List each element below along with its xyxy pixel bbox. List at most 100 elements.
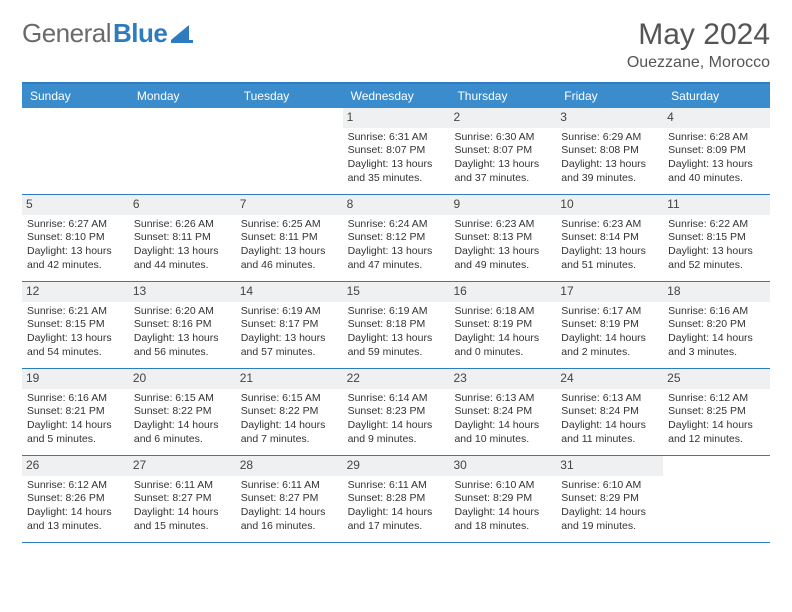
daylight-text: Daylight: 14 hours and 12 minutes. bbox=[668, 419, 765, 446]
sunset-text: Sunset: 8:22 PM bbox=[241, 405, 338, 419]
sunrise-text: Sunrise: 6:10 AM bbox=[454, 479, 551, 493]
day-number: 17 bbox=[556, 282, 663, 302]
daylight-text: Daylight: 14 hours and 18 minutes. bbox=[454, 506, 551, 533]
day-number: 31 bbox=[556, 456, 663, 476]
day-number: 2 bbox=[449, 108, 556, 128]
daylight-text: Daylight: 13 hours and 57 minutes. bbox=[241, 332, 338, 359]
daylight-text: Daylight: 13 hours and 54 minutes. bbox=[27, 332, 124, 359]
sunset-text: Sunset: 8:11 PM bbox=[241, 231, 338, 245]
weekday-header: Monday bbox=[129, 84, 236, 108]
daylight-text: Daylight: 14 hours and 3 minutes. bbox=[668, 332, 765, 359]
calendar-cell: 4Sunrise: 6:28 AMSunset: 8:09 PMDaylight… bbox=[663, 108, 770, 194]
logo-sail-icon bbox=[171, 25, 193, 43]
calendar-cell: 29Sunrise: 6:11 AMSunset: 8:28 PMDayligh… bbox=[343, 456, 450, 542]
calendar-grid: Sunday Monday Tuesday Wednesday Thursday… bbox=[22, 82, 770, 543]
calendar-page: GeneralBlue May 2024 Ouezzane, Morocco S… bbox=[0, 0, 792, 612]
logo-text-general: General bbox=[22, 18, 111, 49]
sunset-text: Sunset: 8:12 PM bbox=[348, 231, 445, 245]
sunset-text: Sunset: 8:09 PM bbox=[668, 144, 765, 158]
sunset-text: Sunset: 8:16 PM bbox=[134, 318, 231, 332]
calendar-cell: 6Sunrise: 6:26 AMSunset: 8:11 PMDaylight… bbox=[129, 195, 236, 281]
sunrise-text: Sunrise: 6:13 AM bbox=[454, 392, 551, 406]
sunrise-text: Sunrise: 6:12 AM bbox=[27, 479, 124, 493]
day-number: 25 bbox=[663, 369, 770, 389]
sunrise-text: Sunrise: 6:23 AM bbox=[561, 218, 658, 232]
sunset-text: Sunset: 8:07 PM bbox=[454, 144, 551, 158]
daylight-text: Daylight: 14 hours and 6 minutes. bbox=[134, 419, 231, 446]
day-number: 3 bbox=[556, 108, 663, 128]
calendar-cell: 25Sunrise: 6:12 AMSunset: 8:25 PMDayligh… bbox=[663, 369, 770, 455]
title-block: May 2024 Ouezzane, Morocco bbox=[627, 18, 770, 72]
day-number: 6 bbox=[129, 195, 236, 215]
calendar-cell: 2 Sunrise: 6:30 AMSunset: 8:07 PMDaylight… bbox=[449, 108, 556, 194]
sunrise-text: Sunrise: 6:17 AM bbox=[561, 305, 658, 319]
day-number: 21 bbox=[236, 369, 343, 389]
day-number: 13 bbox=[129, 282, 236, 302]
day-number: 19 bbox=[22, 369, 129, 389]
calendar-cell: 13 Sunrise: 6:20 AMSunset: 8:16 PMDayligh… bbox=[129, 282, 236, 368]
day-number: 30 bbox=[449, 456, 556, 476]
sunset-text: Sunset: 8:15 PM bbox=[27, 318, 124, 332]
sunrise-text: Sunrise: 6:16 AM bbox=[27, 392, 124, 406]
location-subtitle: Ouezzane, Morocco bbox=[627, 54, 770, 72]
daylight-text: Daylight: 13 hours and 42 minutes. bbox=[27, 245, 124, 272]
daylight-text: Daylight: 13 hours and 47 minutes. bbox=[348, 245, 445, 272]
weekday-header: Sunday bbox=[22, 84, 129, 108]
sunrise-text: Sunrise: 6:16 AM bbox=[668, 305, 765, 319]
daylight-text: Daylight: 13 hours and 37 minutes. bbox=[454, 158, 551, 185]
sunset-text: Sunset: 8:22 PM bbox=[134, 405, 231, 419]
sunrise-text: Sunrise: 6:11 AM bbox=[348, 479, 445, 493]
weekday-header: Thursday bbox=[449, 84, 556, 108]
sunrise-text: Sunrise: 6:23 AM bbox=[454, 218, 551, 232]
calendar-week-row: 5Sunrise: 6:27 AMSunset: 8:10 PMDaylight… bbox=[22, 195, 770, 282]
calendar-cell bbox=[22, 108, 129, 194]
daylight-text: Daylight: 13 hours and 49 minutes. bbox=[454, 245, 551, 272]
sunset-text: Sunset: 8:28 PM bbox=[348, 492, 445, 506]
calendar-cell: 17Sunrise: 6:17 AMSunset: 8:19 PMDayligh… bbox=[556, 282, 663, 368]
day-number: 24 bbox=[556, 369, 663, 389]
sunset-text: Sunset: 8:29 PM bbox=[561, 492, 658, 506]
calendar-cell: 23Sunrise: 6:13 AMSunset: 8:24 PMDayligh… bbox=[449, 369, 556, 455]
day-number: 7 bbox=[236, 195, 343, 215]
sunrise-text: Sunrise: 6:13 AM bbox=[561, 392, 658, 406]
sunset-text: Sunset: 8:13 PM bbox=[454, 231, 551, 245]
day-number: 20 bbox=[129, 369, 236, 389]
sunset-text: Sunset: 8:10 PM bbox=[27, 231, 124, 245]
day-number: 28 bbox=[236, 456, 343, 476]
sunrise-text: Sunrise: 6:29 AM bbox=[561, 131, 658, 145]
sunset-text: Sunset: 8:20 PM bbox=[668, 318, 765, 332]
daylight-text: Daylight: 14 hours and 17 minutes. bbox=[348, 506, 445, 533]
sunrise-text: Sunrise: 6:20 AM bbox=[134, 305, 231, 319]
sunrise-text: Sunrise: 6:12 AM bbox=[668, 392, 765, 406]
sunset-text: Sunset: 8:23 PM bbox=[348, 405, 445, 419]
day-number: 16 bbox=[449, 282, 556, 302]
calendar-cell: 19Sunrise: 6:16 AMSunset: 8:21 PMDayligh… bbox=[22, 369, 129, 455]
sunset-text: Sunset: 8:14 PM bbox=[561, 231, 658, 245]
calendar-cell: 9Sunrise: 6:23 AMSunset: 8:13 PMDaylight… bbox=[449, 195, 556, 281]
calendar-cell: 21Sunrise: 6:15 AMSunset: 8:22 PMDayligh… bbox=[236, 369, 343, 455]
calendar-cell bbox=[236, 108, 343, 194]
sunrise-text: Sunrise: 6:18 AM bbox=[454, 305, 551, 319]
sunset-text: Sunset: 8:08 PM bbox=[561, 144, 658, 158]
sunrise-text: Sunrise: 6:24 AM bbox=[348, 218, 445, 232]
calendar-cell: 5Sunrise: 6:27 AMSunset: 8:10 PMDaylight… bbox=[22, 195, 129, 281]
day-number: 18 bbox=[663, 282, 770, 302]
weekday-header: Friday bbox=[556, 84, 663, 108]
sunrise-text: Sunrise: 6:19 AM bbox=[348, 305, 445, 319]
daylight-text: Daylight: 13 hours and 56 minutes. bbox=[134, 332, 231, 359]
sunrise-text: Sunrise: 6:19 AM bbox=[241, 305, 338, 319]
sunset-text: Sunset: 8:19 PM bbox=[454, 318, 551, 332]
daylight-text: Daylight: 14 hours and 13 minutes. bbox=[27, 506, 124, 533]
daylight-text: Daylight: 13 hours and 40 minutes. bbox=[668, 158, 765, 185]
calendar-cell: 12Sunrise: 6:21 AMSunset: 8:15 PMDayligh… bbox=[22, 282, 129, 368]
calendar-cell: 8Sunrise: 6:24 AMSunset: 8:12 PMDaylight… bbox=[343, 195, 450, 281]
sunset-text: Sunset: 8:15 PM bbox=[668, 231, 765, 245]
logo-text-blue: Blue bbox=[113, 18, 167, 49]
daylight-text: Daylight: 14 hours and 19 minutes. bbox=[561, 506, 658, 533]
sunrise-text: Sunrise: 6:30 AM bbox=[454, 131, 551, 145]
day-number: 26 bbox=[22, 456, 129, 476]
calendar-week-row: 12Sunrise: 6:21 AMSunset: 8:15 PMDayligh… bbox=[22, 282, 770, 369]
calendar-cell bbox=[663, 456, 770, 542]
weekday-header-row: Sunday Monday Tuesday Wednesday Thursday… bbox=[22, 84, 770, 108]
sunrise-text: Sunrise: 6:22 AM bbox=[668, 218, 765, 232]
